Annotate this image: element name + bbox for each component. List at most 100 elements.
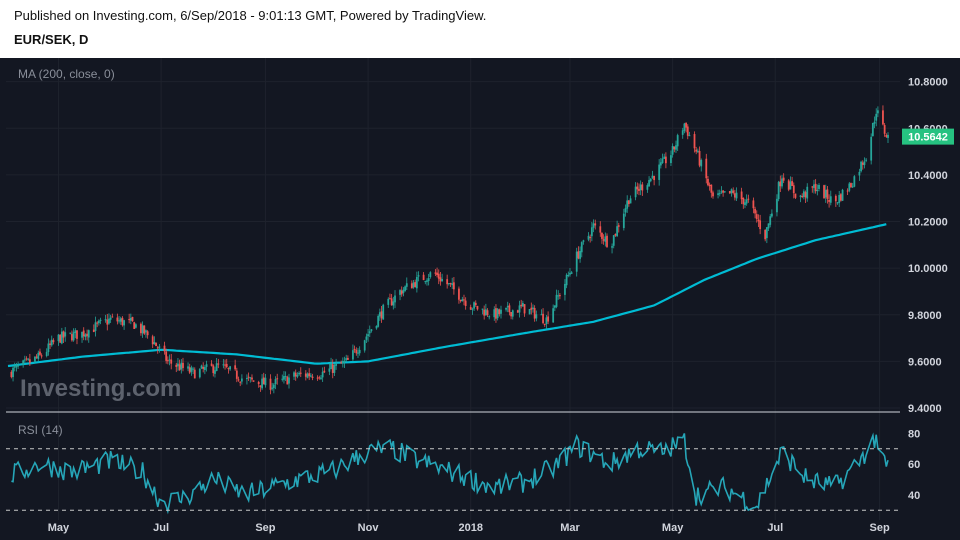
- candle: [389, 293, 391, 300]
- candle: [877, 106, 879, 118]
- candle: [449, 282, 452, 287]
- candle: [579, 246, 581, 263]
- candle: [459, 299, 462, 303]
- candle: [155, 342, 157, 347]
- candle: [205, 360, 208, 372]
- candle: [84, 333, 87, 341]
- candle: [781, 175, 783, 189]
- candle: [496, 307, 499, 321]
- candle: [119, 316, 122, 325]
- candle: [495, 304, 497, 323]
- candle: [50, 335, 53, 347]
- candle: [636, 182, 639, 195]
- time-tick-label: Mar: [560, 522, 580, 534]
- candle: [486, 308, 489, 317]
- candle: [264, 374, 267, 388]
- chart-canvas: [0, 58, 960, 540]
- candle: [180, 359, 183, 374]
- candle: [62, 330, 65, 343]
- candle: [340, 360, 343, 364]
- candle: [60, 327, 63, 345]
- candle: [166, 356, 169, 365]
- candle: [165, 348, 168, 364]
- price-tick-label: 10.0000: [908, 263, 948, 275]
- candle: [723, 191, 726, 193]
- candle: [853, 175, 856, 188]
- candle: [49, 340, 51, 349]
- candle: [505, 307, 507, 312]
- candle: [71, 330, 73, 342]
- candle: [693, 131, 696, 153]
- candle: [871, 122, 874, 137]
- candle: [318, 375, 321, 380]
- candle: [801, 193, 804, 199]
- candle: [151, 334, 154, 349]
- candle: [52, 338, 55, 345]
- candle: [521, 300, 524, 307]
- candle: [414, 279, 417, 288]
- candle: [754, 206, 756, 219]
- candle: [426, 278, 428, 286]
- candle: [188, 363, 191, 375]
- candle: [355, 347, 358, 356]
- candle: [564, 279, 566, 301]
- rsi-tick-label: 40: [908, 490, 920, 502]
- candle: [81, 331, 83, 343]
- candle: [646, 183, 649, 193]
- candle: [47, 338, 50, 356]
- candle: [804, 190, 807, 204]
- candle: [722, 190, 725, 197]
- candle: [281, 374, 284, 382]
- time-tick-label: May: [48, 522, 70, 534]
- chart-area[interactable]: Investing.com 9.4000 9.6000 9.8000 10.0000 1…: [0, 58, 960, 540]
- candle: [156, 345, 159, 354]
- candle: [771, 209, 773, 218]
- candle: [565, 273, 568, 289]
- candle: [755, 210, 758, 223]
- candle: [865, 157, 868, 163]
- candle: [23, 355, 26, 364]
- candle: [601, 232, 603, 244]
- candle: [22, 359, 25, 368]
- candle: [634, 182, 637, 201]
- candle: [190, 365, 193, 376]
- candle: [87, 329, 90, 343]
- candle: [688, 131, 691, 137]
- candle: [158, 343, 161, 353]
- candle: [357, 348, 359, 358]
- candle: [259, 385, 262, 392]
- watermark-text: Investing.com: [20, 375, 181, 402]
- candle: [533, 305, 536, 322]
- candle: [875, 108, 878, 127]
- candle: [27, 357, 30, 361]
- candle: [542, 308, 544, 325]
- candle: [111, 313, 114, 318]
- candle: [345, 354, 348, 362]
- candle: [299, 367, 302, 378]
- candle: [745, 194, 748, 206]
- candle: [17, 361, 19, 370]
- candle: [675, 140, 677, 153]
- candle: [235, 367, 238, 383]
- candle: [215, 357, 218, 372]
- candle: [824, 184, 827, 203]
- candle: [661, 153, 664, 164]
- candle: [653, 175, 656, 186]
- candle: [153, 336, 156, 345]
- candle: [134, 323, 137, 329]
- candle: [673, 146, 676, 153]
- candle: [37, 350, 40, 361]
- candle: [767, 223, 770, 231]
- candle: [508, 303, 511, 316]
- candle: [488, 315, 491, 320]
- candle: [203, 365, 206, 375]
- ma-indicator-label: MA (200, close, 0): [18, 67, 115, 81]
- candle: [510, 312, 512, 320]
- candle: [404, 285, 406, 292]
- candle: [818, 183, 820, 192]
- rsi-line: [11, 432, 889, 515]
- candle: [516, 309, 519, 313]
- candle: [198, 368, 201, 379]
- candle: [35, 354, 38, 359]
- published-note: Published on Investing.com, 6/Sep/2018 -…: [14, 8, 487, 23]
